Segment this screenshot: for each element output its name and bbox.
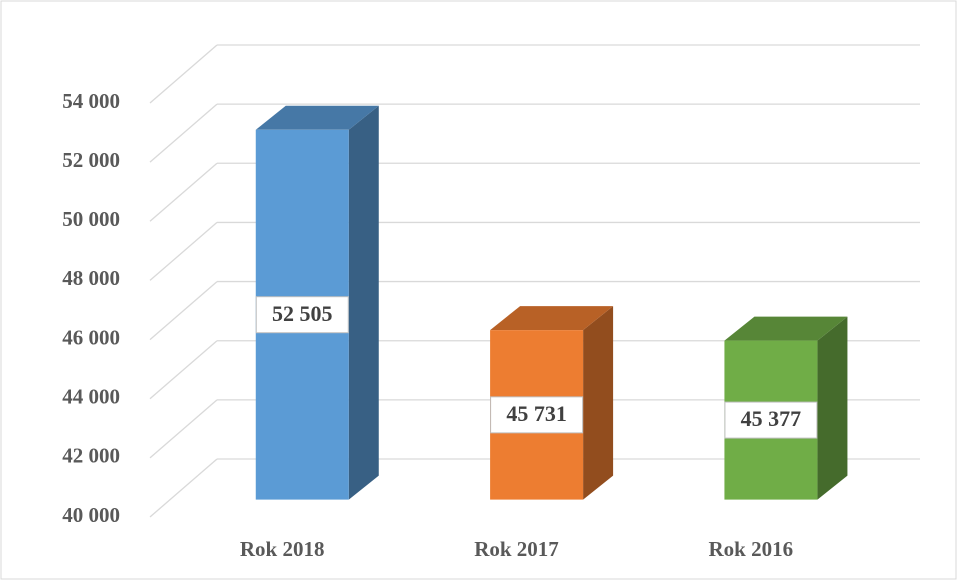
y-tick-label: 40 000 <box>62 503 120 527</box>
y-tick-label: 50 000 <box>62 207 120 231</box>
data-label: 45 377 <box>741 406 802 431</box>
y-tick-label: 48 000 <box>62 266 120 290</box>
bar-top <box>490 306 614 331</box>
grid-line-side <box>149 162 218 222</box>
bar-side <box>583 306 614 500</box>
data-label: 52 505 <box>272 301 333 326</box>
data-label: 45 731 <box>506 401 567 426</box>
x-tick-label: Rok 2016 <box>709 537 794 561</box>
grid-line-side <box>149 44 218 104</box>
grid-line-side <box>149 221 218 281</box>
y-tick-label: 44 000 <box>62 385 120 409</box>
y-tick-label: 54 000 <box>62 89 120 113</box>
grid-line-side <box>149 103 218 163</box>
grid-line-side <box>149 458 218 518</box>
grid-line-side <box>149 281 218 341</box>
bar-side <box>348 105 379 500</box>
data-label-box <box>490 396 584 434</box>
bar-top <box>255 105 379 130</box>
y-tick-label: 46 000 <box>62 325 120 349</box>
x-tick-label: Rok 2017 <box>474 537 559 561</box>
grid-line-side <box>149 340 218 400</box>
y-tick-label: 52 000 <box>62 148 120 172</box>
bar-top <box>724 316 848 341</box>
data-label-box <box>255 296 349 334</box>
bar-side <box>817 316 848 500</box>
y-tick-label: 42 000 <box>62 444 120 468</box>
x-tick-label: Rok 2018 <box>240 537 325 561</box>
data-label-box <box>724 401 818 439</box>
grid-line-side <box>149 399 218 459</box>
